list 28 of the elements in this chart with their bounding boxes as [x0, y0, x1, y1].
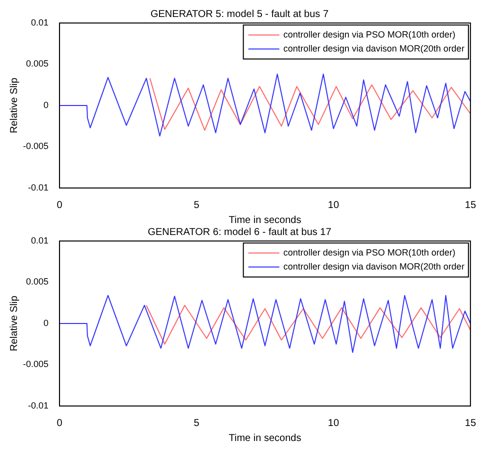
- x-tick-label: 5: [194, 418, 200, 429]
- x-axis-title: Time in seconds: [228, 214, 302, 226]
- x-tick-label: 15: [464, 200, 476, 211]
- y-tick-label: 0.005: [26, 58, 49, 69]
- legend-label: controller design via PSO MOR(10th order): [283, 29, 456, 40]
- y-axis-title: Relative Slip: [8, 77, 20, 134]
- y-tick-label: 0: [44, 100, 49, 110]
- x-tick-label: 0: [56, 200, 63, 211]
- y-tick-label: 0.01: [30, 17, 49, 28]
- y-tick-label: 0: [44, 318, 49, 328]
- y-tick-label: -0.01: [28, 182, 49, 192]
- x-tick-label: 0: [56, 418, 63, 429]
- x-tick-label: 10: [328, 200, 340, 211]
- chart-title: GENERATOR 6: model 6 - fault at bus 17: [148, 226, 332, 238]
- legend-label: controller design via PSO MOR(10th order): [283, 247, 456, 258]
- y-axis-title: Relative Slip: [8, 295, 20, 352]
- legend-label: controller design via davison MOR(20th order: [283, 261, 464, 272]
- legend-label: controller design via davison MOR(20th order: [283, 43, 464, 54]
- chart-title: GENERATOR 5: model 5 - fault at bus 7: [150, 8, 329, 20]
- y-tick-label: -0.005: [22, 359, 49, 370]
- y-tick-label: 0.005: [26, 276, 49, 287]
- x-tick-label: 5: [194, 200, 200, 211]
- y-tick-label: 0.01: [30, 235, 49, 246]
- y-tick-label: -0.01: [28, 400, 49, 410]
- x-axis-title: Time in seconds: [228, 432, 302, 444]
- x-tick-label: 10: [328, 418, 340, 429]
- x-tick-label: 15: [464, 418, 476, 429]
- y-tick-label: -0.005: [22, 141, 49, 152]
